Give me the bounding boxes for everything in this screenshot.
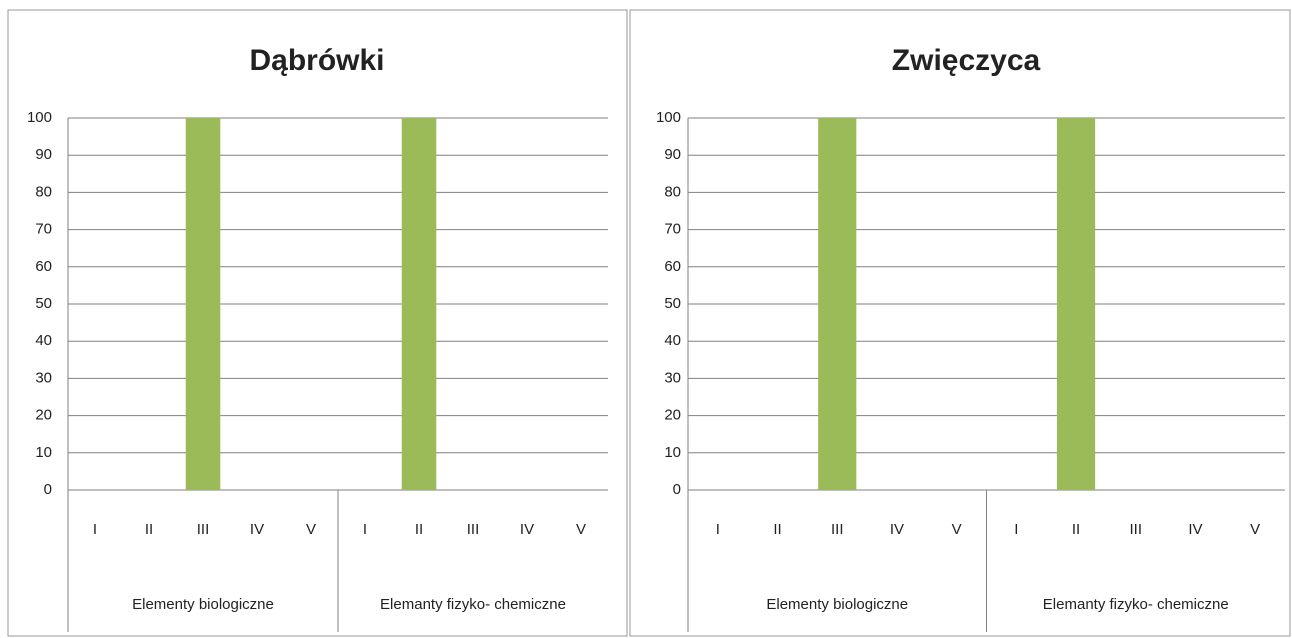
bar xyxy=(1056,118,1096,490)
y-tick-label: 30 xyxy=(664,369,681,386)
y-tick-label: 100 xyxy=(27,109,52,126)
chart-title: Zwięczyca xyxy=(892,44,1041,77)
y-tick-label: 30 xyxy=(35,369,52,386)
y-tick-label: 60 xyxy=(35,258,52,275)
y-tick-label: 20 xyxy=(35,407,52,424)
group-label: Elemanty fizyko- chemiczne xyxy=(1043,596,1229,613)
x-tick-label: III xyxy=(197,521,210,538)
y-tick-label: 40 xyxy=(664,332,681,349)
x-tick-label: I xyxy=(716,521,720,538)
bar xyxy=(185,118,221,490)
y-tick-label: 70 xyxy=(664,221,681,238)
x-tick-label: III xyxy=(1129,521,1142,538)
y-tick-label: 40 xyxy=(35,332,52,349)
x-tick-label: V xyxy=(306,521,316,538)
chart-frame xyxy=(629,9,1291,637)
x-tick-label: IV xyxy=(250,521,264,538)
y-tick-label: 70 xyxy=(35,221,52,238)
group-label: Elemanty fizyko- chemiczne xyxy=(380,596,566,613)
x-tick-label: I xyxy=(363,521,367,538)
y-tick-label: 60 xyxy=(664,258,681,275)
y-tick-label: 0 xyxy=(44,481,52,498)
x-tick-label: III xyxy=(831,521,844,538)
x-tick-label: I xyxy=(1014,521,1018,538)
y-tick-label: 90 xyxy=(35,146,52,163)
chart-frame xyxy=(7,9,628,637)
group-label: Elementy biologiczne xyxy=(766,596,908,613)
y-tick-label: 10 xyxy=(664,444,681,461)
y-tick-label: 50 xyxy=(35,295,52,312)
x-tick-label: III xyxy=(467,521,480,538)
group-label: Elementy biologiczne xyxy=(132,596,274,613)
x-tick-label: II xyxy=(1072,521,1080,538)
x-tick-label: II xyxy=(415,521,423,538)
y-tick-label: 90 xyxy=(664,146,681,163)
x-tick-label: I xyxy=(93,521,97,538)
x-tick-label: IV xyxy=(890,521,904,538)
x-tick-label: IV xyxy=(520,521,534,538)
y-tick-label: 80 xyxy=(35,183,52,200)
x-tick-label: II xyxy=(773,521,781,538)
y-tick-label: 80 xyxy=(664,183,681,200)
x-tick-label: V xyxy=(576,521,586,538)
y-tick-label: 20 xyxy=(664,407,681,424)
x-tick-label: V xyxy=(1250,521,1260,538)
x-tick-label: IV xyxy=(1188,521,1202,538)
chart-title: Dąbrówki xyxy=(249,44,384,77)
bar xyxy=(401,118,437,490)
y-tick-label: 10 xyxy=(35,444,52,461)
y-tick-label: 0 xyxy=(673,481,681,498)
y-tick-label: 50 xyxy=(664,295,681,312)
x-tick-label: V xyxy=(952,521,962,538)
y-tick-label: 100 xyxy=(656,109,681,126)
bar xyxy=(818,118,857,490)
x-tick-label: II xyxy=(145,521,153,538)
